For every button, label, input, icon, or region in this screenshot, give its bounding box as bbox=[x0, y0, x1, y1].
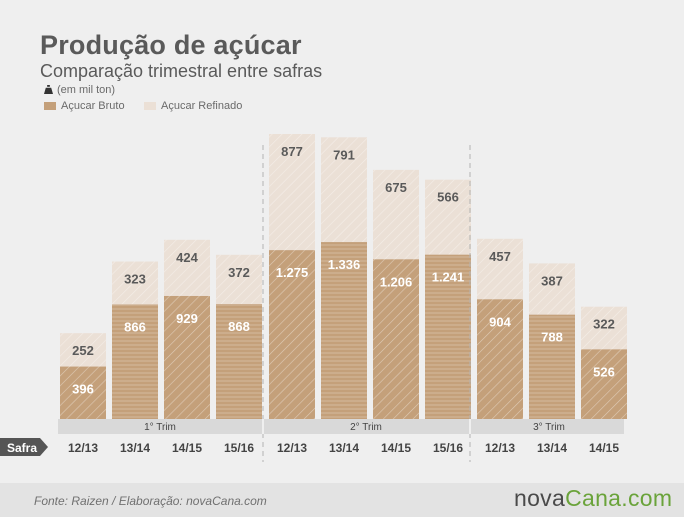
quarter-strip-gap bbox=[469, 419, 471, 434]
data-label-refinado: 387 bbox=[541, 273, 563, 288]
data-label-refinado: 322 bbox=[593, 317, 615, 332]
quarter-label: 2° Trim bbox=[350, 422, 382, 433]
bar-bruto-texture bbox=[425, 254, 471, 419]
bar-refinado-texture bbox=[216, 254, 262, 305]
bar-refinado-texture bbox=[321, 137, 367, 243]
data-label-refinado: 675 bbox=[385, 180, 407, 195]
x-tick-label: 13/14 bbox=[120, 441, 150, 455]
data-label-refinado: 252 bbox=[72, 343, 94, 358]
source-note: Fonte: Raizen / Elaboração: novaCana.com bbox=[34, 494, 267, 508]
chart-subtitle: Comparação trimestral entre safras bbox=[40, 61, 323, 81]
safra-tag-label: Safra bbox=[7, 441, 37, 455]
bar-bruto-texture bbox=[60, 366, 106, 419]
data-label-bruto: 1.241 bbox=[432, 270, 465, 285]
bar-bruto-texture bbox=[581, 349, 627, 419]
data-label-refinado: 791 bbox=[333, 147, 355, 162]
bar-refinado-texture bbox=[373, 169, 419, 260]
legend-swatch-refinado bbox=[144, 102, 156, 110]
data-label-bruto: 396 bbox=[72, 382, 94, 397]
bar-refinado-texture bbox=[425, 179, 471, 255]
bar-bruto-texture bbox=[112, 304, 158, 419]
x-tick-label: 14/15 bbox=[589, 441, 619, 455]
chart-title: Produção de açúcar bbox=[40, 30, 302, 60]
bar-bruto-texture bbox=[529, 314, 575, 419]
x-tick-label: 13/14 bbox=[537, 441, 567, 455]
axis-layer: 12/13 13/14 14/15 15/16 12/13 13/14 14/15 15/16… bbox=[0, 145, 624, 462]
bar-refinado-texture bbox=[529, 263, 575, 315]
bar-bruto-texture bbox=[321, 242, 367, 419]
unit-text: (em mil ton) bbox=[57, 84, 116, 96]
bars-layer: 252 396 323 866 424 929 372 868 877 1.275 791 1.336… bbox=[60, 134, 627, 419]
legend-item-refinado: Açucar Refinado bbox=[144, 100, 242, 112]
legend-label-refinado: Açucar Refinado bbox=[161, 100, 243, 112]
bar-refinado-texture bbox=[477, 238, 523, 300]
legend-swatch-bruto bbox=[44, 102, 56, 110]
data-label-bruto: 868 bbox=[228, 319, 250, 334]
bar-bruto-texture bbox=[216, 304, 262, 419]
data-label-refinado: 566 bbox=[437, 190, 459, 205]
bar-refinado-texture bbox=[581, 306, 627, 350]
x-tick-label: 12/13 bbox=[68, 441, 98, 455]
x-tick-label: 15/16 bbox=[224, 441, 254, 455]
unit-label: (em mil ton) bbox=[44, 84, 115, 96]
legend-label-bruto: Açucar Bruto bbox=[61, 100, 125, 112]
logo-cana: Cana bbox=[565, 485, 622, 511]
legend-item-bruto: Açucar Bruto bbox=[44, 100, 125, 112]
x-tick-label: 12/13 bbox=[277, 441, 307, 455]
data-label-refinado: 424 bbox=[176, 250, 198, 265]
data-label-bruto: 1.336 bbox=[328, 257, 361, 272]
data-label-bruto: 904 bbox=[489, 314, 511, 329]
bar-refinado-texture bbox=[164, 239, 210, 296]
quarter-strip-gap bbox=[262, 419, 264, 434]
data-label-refinado: 457 bbox=[489, 249, 511, 264]
bar-refinado-texture bbox=[60, 333, 106, 367]
bar-bruto-texture bbox=[373, 259, 419, 419]
bar-bruto-texture bbox=[164, 295, 210, 419]
quarter-label: 1° Trim bbox=[144, 422, 176, 433]
data-label-refinado: 323 bbox=[124, 272, 146, 287]
data-label-bruto: 788 bbox=[541, 330, 563, 345]
data-label-bruto: 929 bbox=[176, 311, 198, 326]
x-tick-label: 15/16 bbox=[433, 441, 463, 455]
x-tick-label: 14/15 bbox=[172, 441, 202, 455]
x-tick-label: 14/15 bbox=[381, 441, 411, 455]
safra-tag bbox=[0, 438, 48, 456]
logo-com: .com bbox=[621, 485, 673, 511]
x-tick-label: 13/14 bbox=[329, 441, 359, 455]
bar-bruto-texture bbox=[477, 299, 523, 419]
data-label-refinado: 877 bbox=[281, 144, 303, 159]
stacked-bar-chart: 252 396 323 866 424 929 372 868 877 1.275 791 1.336… bbox=[0, 134, 627, 462]
bar-refinado-texture bbox=[269, 134, 315, 251]
data-label-refinado: 372 bbox=[228, 265, 250, 280]
logo-nova: nova bbox=[514, 485, 566, 511]
data-label-bruto: 1.275 bbox=[276, 265, 309, 280]
data-label-bruto: 1.206 bbox=[380, 274, 413, 289]
data-label-bruto: 526 bbox=[593, 364, 615, 379]
bar-refinado-texture bbox=[112, 261, 158, 305]
bar-bruto-texture bbox=[269, 250, 315, 419]
x-tick-label: 12/13 bbox=[485, 441, 515, 455]
weight-icon bbox=[44, 85, 53, 94]
quarter-label: 3° Trim bbox=[533, 422, 565, 433]
data-label-bruto: 866 bbox=[124, 319, 146, 334]
quarter-strip bbox=[58, 419, 624, 434]
novacana-logo: novaCana.com bbox=[514, 485, 672, 512]
footer-bar bbox=[0, 483, 684, 517]
